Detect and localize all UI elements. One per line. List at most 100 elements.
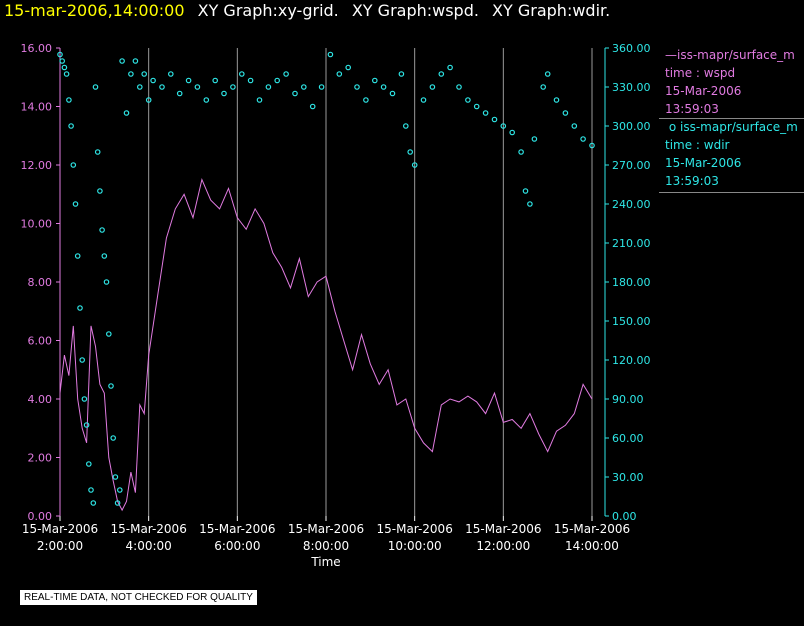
wdir-point	[61, 64, 68, 71]
wdir-point	[354, 84, 360, 90]
wdir-point	[101, 253, 108, 259]
wdir-point	[380, 84, 387, 90]
wdir-point	[522, 188, 529, 194]
wdir-point	[97, 188, 103, 194]
legend-wspd-time: 13:59:03	[665, 102, 719, 116]
wdir-point	[77, 305, 83, 311]
wdir-point	[389, 90, 396, 97]
wdir-point	[274, 77, 281, 84]
legend-wspd-variable: time : wspd	[665, 66, 736, 80]
wdir-point	[176, 90, 183, 97]
wdir-point	[150, 77, 156, 84]
legend-wspd-series-row: —iss-mapr/surface_m	[665, 46, 804, 64]
wdir-point	[509, 129, 516, 136]
wdir-point	[518, 149, 524, 155]
legend-wdir-series: iss-mapr/surface_m	[679, 120, 798, 134]
wdir-point	[465, 97, 471, 103]
wdir-series	[57, 51, 595, 506]
wdir-point	[562, 110, 569, 116]
title-timestamp: 15-mar-2006,14:00:00	[4, 1, 185, 20]
wdir-point	[59, 58, 66, 64]
wdir-point	[103, 279, 110, 285]
y-left-tick-label: 0.00	[28, 510, 53, 523]
wdir-point	[411, 162, 418, 168]
wdir-point	[119, 58, 125, 64]
wdir-point	[123, 110, 130, 116]
y-right-tick-label: 210.00	[612, 237, 651, 250]
wdir-point	[99, 227, 105, 233]
wdir-point	[531, 136, 538, 142]
wdir-point	[318, 84, 325, 90]
wdir-point	[112, 474, 119, 480]
wdir-point	[83, 422, 90, 428]
x-tick-label-time: 8:00:00	[303, 539, 349, 553]
y-right-tick-label: 240.00	[612, 198, 651, 211]
y-left-tick-label: 16.00	[21, 42, 53, 55]
x-tick-label-date: 15-Mar-2006	[554, 522, 630, 536]
wdir-point	[72, 201, 79, 207]
wdir-point	[438, 71, 445, 77]
wdir-point	[292, 90, 298, 97]
legend-wdir-date: 15-Mar-2006	[665, 156, 742, 170]
y-left-tick-label: 12.00	[21, 159, 53, 172]
x-tick-label-date: 15-Mar-2006	[288, 522, 364, 536]
wdir-point	[491, 116, 498, 123]
wdir-point	[106, 331, 112, 337]
x-tick-label-date: 15-Mar-2006	[376, 522, 452, 536]
wdir-point	[482, 110, 489, 116]
title-graph-wspd: XY Graph:wspd.	[351, 1, 479, 20]
wdir-point	[86, 461, 92, 467]
legend-wdir-series-row: o iss-mapr/surface_m	[665, 118, 804, 136]
wdir-point	[194, 84, 201, 90]
wdir-point	[363, 97, 369, 103]
y-left-tick-label: 14.00	[21, 101, 53, 114]
wdir-point	[128, 71, 134, 77]
wdir-point	[94, 149, 101, 155]
y-left-tick-label: 4.00	[28, 393, 53, 406]
wdir-point	[327, 51, 334, 58]
y-right-tick-label: 90.00	[612, 393, 644, 406]
wdir-point	[114, 500, 121, 506]
wdir-point	[589, 142, 595, 149]
wdir-point	[256, 97, 263, 103]
y-left-tick-label: 2.00	[28, 452, 53, 465]
wdir-point	[203, 97, 210, 103]
y-right-tick-label: 300.00	[612, 120, 651, 133]
wdir-point	[456, 84, 462, 90]
y-left-tick-label: 8.00	[28, 276, 53, 289]
wdir-point	[527, 201, 533, 207]
wdir-point	[63, 71, 70, 77]
wdir-point	[402, 123, 409, 129]
x-tick-label-time: 4:00:00	[126, 539, 172, 553]
wdir-point	[117, 487, 123, 493]
x-tick-label-time: 6:00:00	[214, 539, 260, 553]
wdir-point	[66, 97, 72, 103]
wdir-point	[247, 77, 254, 84]
wdir-point	[132, 58, 139, 64]
wdir-point	[239, 71, 245, 77]
quality-disclaimer: REAL-TIME DATA, NOT CHECKED FOR QUALITY	[20, 590, 257, 605]
y-right-tick-label: 150.00	[612, 315, 651, 328]
wdir-point	[265, 84, 272, 90]
x-tick-label-time: 12:00:00	[476, 539, 530, 553]
wdir-point	[185, 77, 192, 84]
wdir-point	[447, 64, 453, 71]
wdir-point	[420, 97, 427, 103]
y-right-tick-label: 330.00	[612, 81, 651, 94]
y-left-tick-label: 6.00	[28, 335, 53, 348]
x-tick-label-date: 15-Mar-2006	[22, 522, 98, 536]
wdir-point	[283, 71, 289, 77]
y-right-tick-label: 30.00	[612, 471, 644, 484]
legend-wdir: o iss-mapr/surface_m time : wdir 15-Mar-…	[665, 118, 804, 190]
title-graph-wdir: XY Graph:wdir.	[492, 1, 611, 20]
wdir-point	[300, 84, 307, 90]
x-tick-label-time: 2:00:00	[37, 539, 83, 553]
legend-wspd-series: iss-mapr/surface_m	[677, 48, 795, 62]
x-tick-label-time: 10:00:00	[388, 539, 442, 553]
wdir-point	[92, 84, 99, 90]
x-tick-label-date: 15-Mar-2006	[199, 522, 275, 536]
wdir-point	[309, 103, 316, 110]
wdir-point	[88, 487, 94, 493]
wdir-point	[141, 71, 148, 77]
